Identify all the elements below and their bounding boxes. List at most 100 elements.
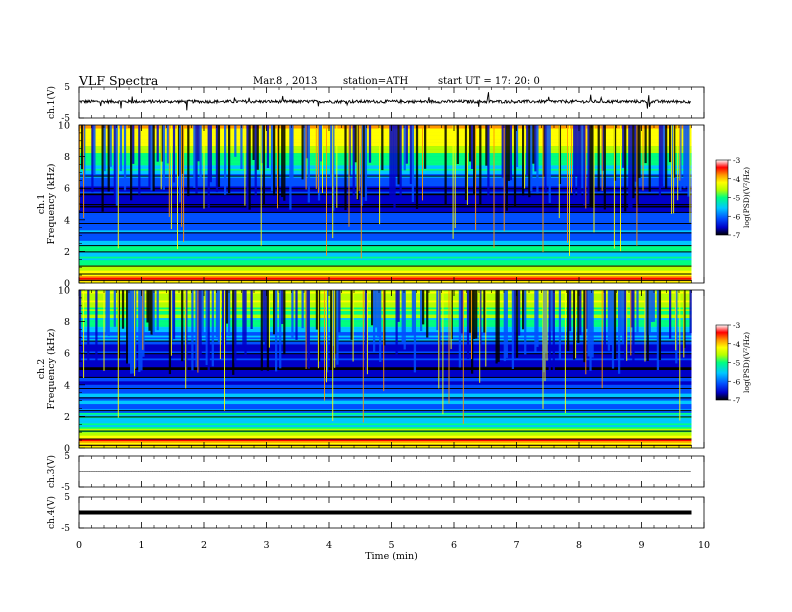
sferic-streak: [403, 125, 406, 171]
frequency-band: [79, 221, 692, 224]
sferic-streak: [515, 290, 519, 358]
sferic-streak: [371, 290, 374, 326]
sferic-streak: [622, 125, 625, 168]
sferic-streak: [221, 290, 225, 349]
frequency-band: [79, 198, 692, 201]
sferic-streak: [413, 290, 417, 373]
sferic-streak: [193, 125, 196, 188]
sferic-streak: [613, 290, 617, 359]
bright-sferic: [168, 125, 170, 217]
frequency-band: [79, 223, 692, 226]
colorbar-tick-label: -6: [733, 377, 741, 386]
station-label: station=ATH: [343, 76, 409, 87]
sferic-streak: [140, 290, 143, 371]
ch4-waveform-ylabel: ch.4(V): [46, 496, 57, 529]
sferic-streak: [587, 125, 590, 199]
bright-sferic: [185, 290, 187, 389]
harmonic-line: [79, 188, 692, 190]
sferic-streak: [217, 125, 221, 187]
sferic-streak: [295, 290, 298, 340]
bright-sferic: [569, 125, 570, 256]
bright-sferic: [358, 125, 360, 192]
ch1-spectrogram-image: [79, 125, 692, 284]
sferic-streak: [107, 290, 110, 337]
bright-sferic: [383, 290, 385, 392]
frequency-band: [79, 186, 692, 189]
frequency-band: [79, 209, 692, 212]
sferic-streak: [648, 290, 651, 335]
bright-sferic: [585, 290, 587, 375]
sferic-streak: [403, 290, 406, 350]
x-tick-label: 8: [576, 540, 582, 551]
sferic-streak: [307, 125, 310, 203]
harmonic-line: [79, 353, 692, 355]
sferic-streak: [126, 290, 129, 364]
frequency-band: [79, 367, 692, 370]
frequency-band: [79, 142, 692, 145]
ch1-waveform-ylabel: ch.1(V): [46, 86, 57, 119]
sferic-streak: [585, 290, 588, 329]
sferic-streak: [507, 125, 511, 181]
x-tick-label: 5: [388, 540, 394, 551]
frequency-band: [79, 202, 692, 205]
frequency-band: [79, 369, 692, 372]
y-tick-label: 6: [64, 184, 70, 195]
sferic-streak: [281, 125, 284, 197]
bright-sferic: [348, 125, 350, 227]
sferic-streak: [234, 290, 237, 364]
bright-sferic: [620, 125, 621, 252]
sferic-streak: [591, 290, 594, 358]
colorbar-label: log(PSD)(V²/Hz): [742, 332, 751, 393]
sferic-streak: [524, 290, 527, 355]
sferic-streak: [511, 290, 515, 369]
sferic-streak: [624, 125, 627, 212]
bright-sferic: [170, 125, 172, 230]
sferic-streak: [436, 290, 439, 331]
y-tick-label: 4: [64, 215, 70, 226]
frequency-band: [79, 251, 692, 254]
sferic-streak: [636, 290, 639, 334]
frequency-band: [79, 384, 692, 387]
sferic-streak: [332, 125, 335, 211]
sferic-streak: [199, 290, 202, 356]
sferic-streak: [450, 290, 453, 340]
frequency-band: [79, 277, 692, 280]
frequency-band: [79, 182, 692, 185]
sferic-streak: [409, 125, 413, 184]
frequency-band: [79, 140, 692, 143]
sferic-streak: [589, 125, 592, 208]
sferic-streak: [179, 125, 182, 203]
bright-sferic: [544, 290, 546, 382]
sferic-streak: [503, 290, 506, 362]
sferic-streak: [522, 125, 525, 196]
y-tick-label: 4: [64, 380, 70, 391]
bright-sferic: [503, 125, 505, 232]
frequency-band: [79, 361, 692, 365]
bright-sferic: [524, 125, 526, 189]
sferic-streak: [665, 125, 668, 189]
frequency-band: [79, 402, 692, 405]
sferic-streak: [336, 290, 339, 365]
frequency-band: [79, 260, 692, 263]
sferic-streak: [317, 290, 321, 362]
bright-sferic: [558, 125, 560, 219]
bright-sferic: [177, 125, 178, 250]
sferic-streak: [583, 125, 586, 206]
sferic-streak: [603, 290, 606, 350]
frequency-band: [79, 365, 692, 368]
sferic-streak: [420, 290, 423, 332]
sferic-streak: [215, 125, 219, 193]
sferic-streak: [240, 125, 243, 170]
sferic-streak: [132, 125, 135, 164]
sferic-streak: [150, 125, 153, 191]
y-tick-label: -5: [61, 483, 70, 493]
frequency-band: [79, 432, 692, 435]
sferic-streak: [105, 290, 108, 334]
bright-sferic: [567, 125, 568, 243]
sferic-streak: [142, 290, 145, 357]
sferic-streak: [558, 290, 562, 360]
frequency-band: [79, 154, 692, 157]
frequency-band: [79, 128, 692, 131]
frequency-band: [79, 225, 692, 228]
frequency-band: [79, 168, 692, 171]
